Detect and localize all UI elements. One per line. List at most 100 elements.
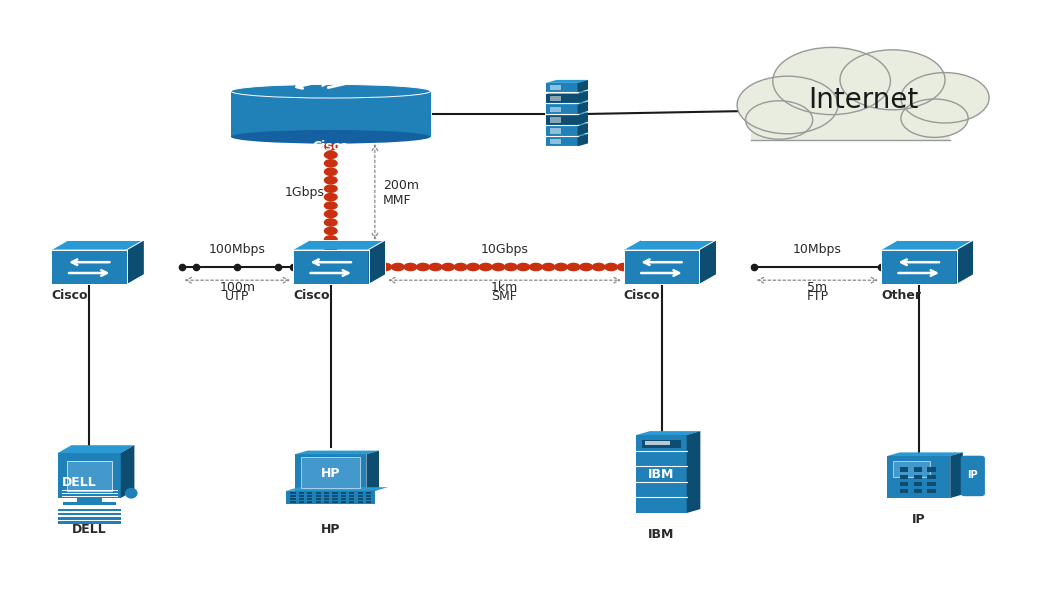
Bar [914, 489, 922, 493]
Polygon shape [293, 240, 385, 250]
Bar [308, 501, 313, 503]
Text: 10Mbps: 10Mbps [793, 243, 842, 256]
Bar [308, 498, 313, 500]
Polygon shape [957, 240, 973, 284]
Polygon shape [295, 451, 379, 454]
Circle shape [324, 227, 337, 235]
Bar [892, 461, 930, 477]
Text: 100m: 100m [219, 281, 255, 295]
Bar [349, 495, 355, 497]
Bar [340, 492, 346, 494]
Circle shape [455, 263, 467, 271]
Bar [299, 495, 304, 497]
Bar [308, 492, 313, 494]
Bar [927, 475, 936, 479]
Bar [546, 115, 578, 125]
Circle shape [442, 263, 455, 271]
Polygon shape [366, 451, 379, 493]
Circle shape [324, 194, 337, 201]
Circle shape [480, 263, 492, 271]
Bar [349, 501, 355, 503]
Bar [642, 440, 681, 448]
Polygon shape [699, 240, 716, 284]
Polygon shape [578, 134, 588, 146]
Bar [58, 509, 121, 511]
Text: DELL: DELL [62, 476, 97, 489]
Bar [366, 498, 372, 500]
Bar [332, 501, 338, 503]
Bar [546, 94, 578, 103]
Circle shape [324, 160, 337, 167]
Bar [645, 441, 670, 445]
Bar [58, 513, 121, 515]
Bar [900, 482, 908, 486]
Circle shape [554, 263, 567, 271]
Bar [914, 467, 922, 472]
Circle shape [429, 263, 442, 271]
Bar [299, 492, 304, 494]
Bar [366, 492, 372, 494]
Bar [293, 250, 369, 284]
Ellipse shape [125, 488, 138, 499]
Circle shape [746, 101, 813, 139]
Bar [58, 517, 121, 520]
Circle shape [592, 263, 605, 271]
Circle shape [324, 134, 337, 142]
Circle shape [324, 219, 337, 226]
Bar [900, 475, 908, 479]
Circle shape [840, 50, 945, 110]
Polygon shape [578, 123, 588, 136]
Text: SMF: SMF [491, 290, 518, 303]
Bar [301, 457, 360, 488]
Bar [546, 104, 578, 114]
Bar [914, 475, 922, 479]
Bar [349, 498, 355, 500]
Text: 1km: 1km [491, 281, 518, 295]
Bar [624, 250, 699, 284]
Circle shape [324, 168, 337, 175]
Circle shape [404, 263, 417, 271]
Bar [366, 495, 372, 497]
Bar [332, 498, 338, 500]
Circle shape [324, 244, 337, 251]
Text: IP: IP [967, 470, 978, 480]
Polygon shape [624, 240, 716, 250]
Polygon shape [546, 123, 588, 126]
Text: Cisco: Cisco [293, 289, 330, 302]
Bar [77, 497, 102, 504]
Circle shape [901, 73, 989, 123]
Circle shape [773, 47, 890, 115]
Polygon shape [687, 431, 700, 513]
Text: Internet: Internet [808, 86, 918, 114]
Polygon shape [950, 452, 963, 498]
Bar [357, 495, 363, 497]
Text: Cisco: Cisco [313, 140, 349, 154]
Text: Cisco: Cisco [51, 289, 88, 302]
Bar [323, 492, 330, 494]
Bar [546, 126, 578, 136]
Bar [357, 498, 363, 500]
Circle shape [379, 263, 392, 271]
Circle shape [324, 185, 337, 192]
Text: 10Gbps: 10Gbps [481, 243, 528, 256]
Bar [340, 495, 346, 497]
Polygon shape [546, 91, 588, 94]
Bar [316, 492, 321, 494]
Bar [887, 456, 950, 498]
Ellipse shape [231, 130, 430, 143]
Circle shape [324, 176, 337, 184]
Bar [58, 521, 121, 524]
Circle shape [492, 263, 505, 271]
FancyBboxPatch shape [231, 91, 430, 137]
Polygon shape [636, 431, 700, 435]
Circle shape [567, 263, 580, 271]
Circle shape [901, 99, 968, 137]
Bar [550, 107, 561, 112]
Circle shape [737, 76, 838, 134]
Polygon shape [881, 240, 973, 250]
Bar [323, 498, 330, 500]
Text: 5m: 5m [807, 281, 827, 295]
Bar [332, 495, 338, 497]
Circle shape [617, 263, 630, 271]
Bar [290, 492, 296, 494]
